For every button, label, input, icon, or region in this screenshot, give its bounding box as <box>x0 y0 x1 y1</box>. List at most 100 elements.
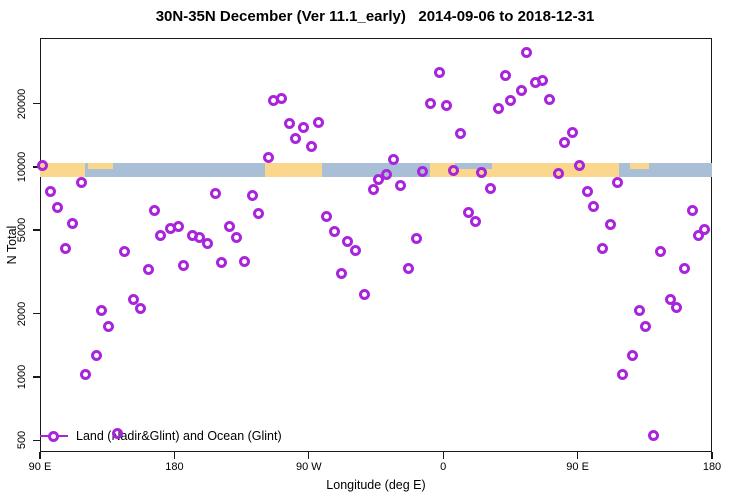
x-tick-label: 90 E <box>28 461 52 473</box>
data-point <box>425 97 437 109</box>
y-tick-label: 1000 <box>16 364 28 390</box>
data-point <box>320 211 332 223</box>
data-point <box>112 427 124 439</box>
x-tick <box>711 452 713 459</box>
data-point <box>194 232 206 244</box>
data-point <box>142 264 154 276</box>
data-point <box>596 242 608 254</box>
data-point <box>155 230 167 242</box>
data-point <box>485 182 497 194</box>
y-tick <box>33 376 40 378</box>
data-point <box>118 246 130 258</box>
data-point <box>79 368 91 380</box>
data-point <box>201 238 213 250</box>
x-tick <box>308 452 310 459</box>
data-point <box>312 116 324 128</box>
data-point <box>90 350 102 362</box>
data-point <box>411 232 423 244</box>
legend-circle-marker <box>48 430 59 442</box>
y-tick-label: 20000 <box>16 88 28 119</box>
data-point <box>612 177 624 189</box>
x-tick-label: 180 <box>165 461 184 473</box>
x-tick-label: 0 <box>440 461 447 473</box>
data-point <box>492 102 504 114</box>
data-point <box>394 180 406 192</box>
data-point <box>441 99 453 111</box>
land-band-segment <box>87 163 114 169</box>
data-point <box>342 235 354 247</box>
data-point <box>239 256 251 268</box>
ocean-band-segment <box>455 163 493 169</box>
data-point <box>290 132 302 144</box>
data-point <box>470 216 482 228</box>
land-band-segment <box>40 163 85 177</box>
data-point <box>173 220 185 232</box>
data-point <box>640 320 652 332</box>
data-point <box>588 201 600 213</box>
data-point <box>253 208 265 220</box>
data-point <box>552 168 564 180</box>
chart-title: 30N-35N December (Ver 11.1_early) 2014-0… <box>155 8 595 25</box>
data-point <box>558 137 570 149</box>
data-point <box>358 289 370 301</box>
data-point <box>224 220 236 232</box>
data-point <box>247 189 259 201</box>
data-point <box>75 177 87 189</box>
data-point <box>350 244 362 256</box>
data-point <box>276 92 288 104</box>
data-point <box>128 293 140 305</box>
data-point <box>698 224 710 236</box>
data-point <box>627 350 639 362</box>
x-tick <box>173 452 176 459</box>
data-point <box>417 165 429 177</box>
data-point <box>537 74 549 86</box>
data-point <box>216 257 228 269</box>
data-point <box>209 188 221 200</box>
y-tick <box>33 313 40 315</box>
data-point <box>573 159 585 171</box>
x-tick-label: 90 W <box>295 461 322 473</box>
data-point <box>67 218 79 230</box>
data-point <box>149 205 161 217</box>
land-band-segment <box>629 163 650 169</box>
x-tick <box>576 452 579 459</box>
data-point <box>297 122 309 134</box>
data-point <box>521 47 533 59</box>
data-point <box>335 268 347 280</box>
y-tick-label: 2000 <box>16 301 28 326</box>
data-point <box>581 186 593 198</box>
data-point <box>59 242 71 254</box>
data-point <box>447 165 459 177</box>
data-point <box>367 183 379 195</box>
data-point <box>543 94 555 106</box>
data-point <box>372 173 384 185</box>
x-tick-label: 90 E <box>566 461 589 473</box>
x-tick <box>442 452 444 459</box>
data-point <box>381 169 393 181</box>
data-point <box>462 207 474 219</box>
data-point <box>516 84 528 96</box>
y-tick <box>33 229 40 231</box>
data-point <box>617 368 629 380</box>
x-tick-label: 180 <box>702 461 722 473</box>
x-axis-title: Longitude (deg E) <box>326 478 426 492</box>
y-tick <box>33 439 40 442</box>
data-point <box>96 305 108 317</box>
data-point <box>433 66 445 78</box>
plot-area <box>40 38 712 452</box>
data-point <box>648 429 660 441</box>
legend-label: Land (Nadir&Glint) and Ocean (Glint) <box>76 429 282 443</box>
data-point <box>504 94 516 106</box>
data-point <box>454 128 466 140</box>
data-point <box>604 219 616 231</box>
data-point <box>283 117 295 129</box>
data-point <box>476 167 488 179</box>
data-point <box>687 205 699 217</box>
data-point <box>665 293 677 305</box>
x-tick <box>39 452 41 459</box>
y-tick-label: 10000 <box>16 151 28 183</box>
land-band-segment <box>265 163 323 177</box>
data-point <box>103 320 115 332</box>
data-point <box>655 246 667 258</box>
data-point <box>633 304 645 316</box>
